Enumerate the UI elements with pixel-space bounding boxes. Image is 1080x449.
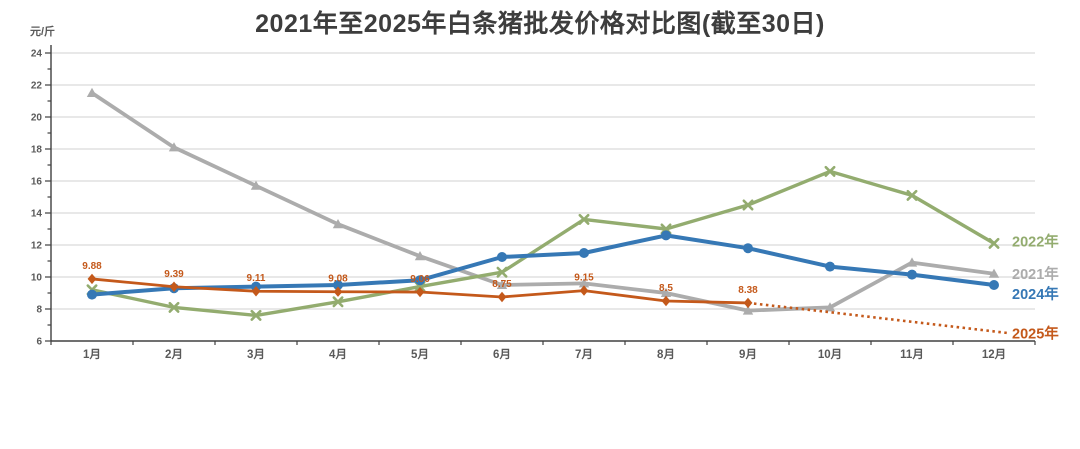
y-axis-tick-label: 16 xyxy=(31,177,43,188)
legend-label-2022年: 2022年 xyxy=(1012,232,1059,250)
y-axis-tick-label: 8 xyxy=(36,305,42,316)
x-marker-icon xyxy=(578,213,590,225)
legend-label-2025年: 2025年 xyxy=(1012,324,1059,342)
diamond-marker-icon xyxy=(661,295,671,307)
x-axis-month-label: 6月 xyxy=(493,348,511,361)
diamond-marker-icon xyxy=(251,286,261,297)
triangle-marker-icon xyxy=(660,287,672,297)
y-axis-tick-label: 10 xyxy=(31,273,43,284)
x-marker-icon xyxy=(824,165,836,177)
chart-title: 2021年至2025年白条猪批发价格对比图(截至30日) xyxy=(255,10,825,38)
series-line-2024年 xyxy=(90,233,996,297)
y-axis-tick-label: 24 xyxy=(31,49,43,60)
data-label: 9.39 xyxy=(164,269,184,280)
circle-marker-icon xyxy=(415,275,425,286)
y-axis-tick-label: 18 xyxy=(31,145,43,156)
triangle-marker-icon xyxy=(496,279,508,289)
y-axis-tick-label: 14 xyxy=(31,209,43,220)
diamond-marker-icon xyxy=(743,297,753,309)
x-marker-icon xyxy=(742,199,754,211)
legend-label-2021年: 2021年 xyxy=(1012,265,1059,283)
triangle-marker-icon xyxy=(168,142,180,152)
series-line-2022年 xyxy=(90,169,996,318)
circle-marker-icon xyxy=(87,289,97,300)
x-marker-icon xyxy=(168,301,180,313)
diamond-marker-icon xyxy=(497,291,507,303)
triangle-marker-icon xyxy=(742,305,754,315)
circle-marker-icon xyxy=(579,248,589,258)
x-axis-month-label: 8月 xyxy=(657,348,675,361)
x-axis-month-label: 3月 xyxy=(247,348,265,361)
data-label: 9.11 xyxy=(247,273,266,284)
x-marker-icon xyxy=(988,237,1000,249)
triangle-marker-icon xyxy=(332,219,344,229)
circle-marker-icon xyxy=(989,280,999,290)
data-label: 9.06 xyxy=(410,274,430,285)
x-axis-month-label: 7月 xyxy=(575,348,593,361)
diamond-marker-icon xyxy=(87,273,97,285)
x-marker-icon xyxy=(332,296,344,308)
x-axis-month-label: 12月 xyxy=(982,348,1006,361)
data-label: 8.38 xyxy=(738,285,758,296)
diamond-marker-icon xyxy=(169,281,179,292)
diamond-marker-icon xyxy=(415,286,425,298)
x-axis-month-label: 11月 xyxy=(900,348,924,361)
triangle-marker-icon xyxy=(578,278,590,288)
projection-dotted-line-2025年 xyxy=(747,301,1008,335)
y-axis-tick-label: 22 xyxy=(31,81,43,92)
legend-label-2024年: 2024年 xyxy=(1012,285,1059,303)
circle-marker-icon xyxy=(743,243,753,254)
triangle-marker-icon xyxy=(86,87,98,97)
data-label: 9.88 xyxy=(82,261,102,272)
circle-marker-icon xyxy=(497,252,507,262)
data-label: 8.5 xyxy=(659,283,673,294)
diamond-marker-icon xyxy=(579,285,589,296)
circle-marker-icon xyxy=(661,230,671,241)
x-axis-month-label: 10月 xyxy=(818,348,842,361)
circle-marker-icon xyxy=(907,269,917,280)
triangle-marker-icon xyxy=(824,302,836,312)
x-marker-icon xyxy=(250,309,262,321)
data-label: 9.15 xyxy=(574,273,594,284)
y-axis-tick-label: 6 xyxy=(36,337,42,348)
triangle-marker-icon xyxy=(414,251,426,261)
triangle-marker-icon xyxy=(906,257,918,267)
x-axis-month-label: 2月 xyxy=(165,348,183,361)
y-axis-unit-label: 元/斤 xyxy=(30,26,56,38)
y-axis-tick-label: 20 xyxy=(31,113,43,124)
y-axis-tick-label: 12 xyxy=(31,241,43,252)
circle-marker-icon xyxy=(825,261,835,272)
x-axis-month-label: 9月 xyxy=(739,348,757,361)
data-label: 9.08 xyxy=(328,274,348,285)
diamond-marker-icon xyxy=(333,286,343,297)
triangle-marker-icon xyxy=(988,268,1000,278)
triangle-marker-icon xyxy=(250,180,262,190)
series-line-2021年 xyxy=(90,91,996,313)
x-marker-icon xyxy=(496,266,508,278)
x-axis-month-label: 1月 xyxy=(83,348,101,361)
data-label: 8.75 xyxy=(492,279,512,290)
circle-marker-icon xyxy=(333,280,343,290)
x-marker-icon xyxy=(906,189,918,201)
x-axis-month-label: 5月 xyxy=(411,348,429,361)
x-axis-month-label: 4月 xyxy=(329,348,347,361)
